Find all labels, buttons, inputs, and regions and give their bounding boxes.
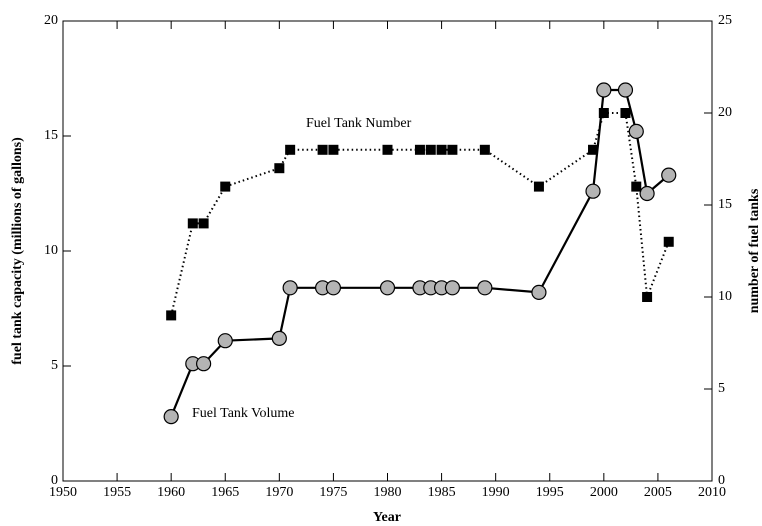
y-axis-title: fuel tank capacity (millions of gallons) <box>10 137 25 365</box>
data-point <box>596 82 612 98</box>
x-tick-label: 1955 <box>103 485 131 500</box>
data-point <box>639 185 655 202</box>
data-point <box>628 123 644 139</box>
data-point <box>617 82 634 98</box>
x-tick-label: 1965 <box>211 485 239 500</box>
y2-tick-label: 25 <box>718 13 732 28</box>
data-point <box>217 333 233 349</box>
x-tick-label: 1980 <box>374 485 402 500</box>
x-axis-title: Year <box>373 510 401 525</box>
data-point <box>317 144 328 155</box>
data-point <box>661 167 677 183</box>
data-point <box>425 144 436 155</box>
x-tick-label: 1960 <box>157 485 185 500</box>
data-point <box>436 144 447 155</box>
data-point <box>274 163 285 174</box>
y-tick-label: 10 <box>44 243 58 258</box>
series-line <box>170 88 670 418</box>
data-point <box>325 280 342 296</box>
x-tick-label: 2005 <box>644 485 672 500</box>
data-point <box>285 144 296 155</box>
data-point <box>163 409 179 425</box>
data-point <box>479 144 490 155</box>
data-point <box>282 280 298 296</box>
y-tick-label: 15 <box>44 128 58 143</box>
data-point <box>166 310 177 321</box>
y2-axis-title: number of fuel tanks <box>747 188 762 313</box>
series-annotation: Fuel Tank Volume <box>192 406 294 421</box>
y-tick-label: 20 <box>44 13 58 28</box>
data-point <box>531 284 547 300</box>
y2-tick-label: 15 <box>718 197 732 212</box>
y2-tick-label: 10 <box>718 289 732 304</box>
data-point <box>585 183 601 199</box>
data-point <box>663 236 674 247</box>
data-point <box>271 330 287 346</box>
x-tick-label: 1985 <box>428 485 456 500</box>
x-tick-label: 1970 <box>265 485 293 500</box>
data-point <box>631 181 642 192</box>
data-point <box>198 218 209 229</box>
y2-tick-label: 20 <box>718 105 732 120</box>
x-tick-label: 1950 <box>49 485 77 500</box>
data-point <box>642 292 653 302</box>
x-tick-label: 2000 <box>590 485 618 500</box>
y-tick-label: 5 <box>51 358 58 373</box>
x-tick-label: 1995 <box>536 485 564 500</box>
data-point <box>414 144 425 155</box>
x-tick-label: 1990 <box>482 485 510 500</box>
data-point <box>533 181 544 192</box>
data-point <box>588 144 599 155</box>
series-line <box>170 112 670 316</box>
data-point <box>620 108 631 118</box>
data-point <box>444 280 460 296</box>
data-point <box>477 280 493 296</box>
data-point <box>220 181 231 192</box>
data-point <box>379 280 396 296</box>
data-point <box>196 356 212 372</box>
x-tick-label: 2010 <box>698 485 726 500</box>
x-tick-label: 1975 <box>319 485 347 500</box>
y-tick-label: 0 <box>51 473 58 488</box>
data-point <box>187 218 198 229</box>
series-annotation: Fuel Tank Number <box>306 116 412 131</box>
data-point <box>598 108 609 118</box>
y2-tick-label: 5 <box>718 381 725 396</box>
data-point <box>328 144 339 155</box>
data-point <box>382 144 393 155</box>
y2-tick-label: 0 <box>718 473 725 488</box>
data-point <box>447 144 458 155</box>
